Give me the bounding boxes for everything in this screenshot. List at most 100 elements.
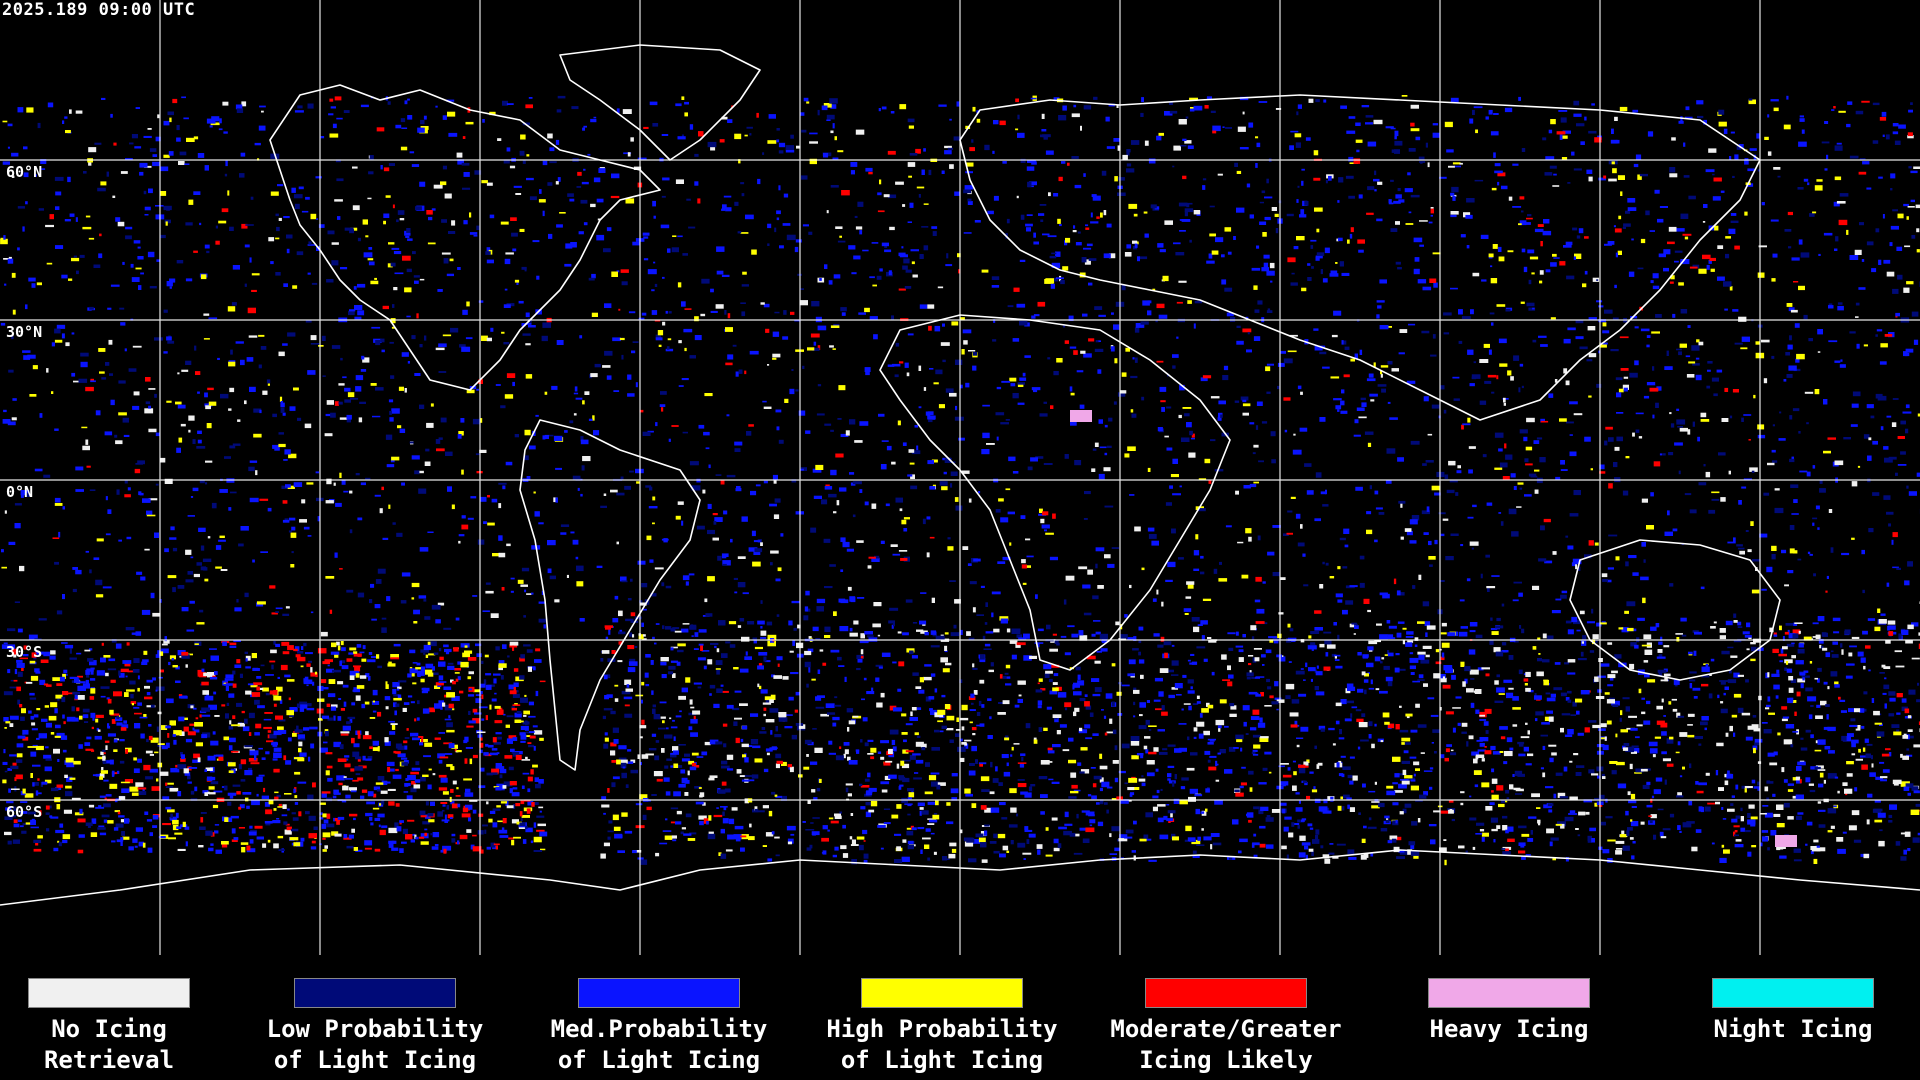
icing-pixel bbox=[1270, 280, 1273, 283]
icing-pixel bbox=[349, 670, 359, 677]
icing-pixel bbox=[183, 768, 189, 774]
icing-pixel bbox=[1138, 659, 1145, 664]
icing-pixel bbox=[1413, 773, 1416, 777]
icing-pixel bbox=[539, 680, 546, 683]
icing-pixel bbox=[859, 421, 869, 426]
icing-pixel bbox=[1141, 396, 1145, 401]
icing-pixel bbox=[1413, 761, 1420, 766]
icing-pixel bbox=[658, 344, 662, 347]
icing-pixel bbox=[118, 672, 125, 678]
icing-pixel bbox=[1212, 130, 1217, 134]
icing-pixel bbox=[1718, 109, 1725, 115]
icing-pixel bbox=[273, 768, 280, 773]
icing-pixel bbox=[1320, 491, 1326, 495]
icing-pixel bbox=[972, 106, 976, 112]
icing-pixel bbox=[11, 175, 15, 178]
icing-pixel bbox=[39, 679, 46, 685]
icing-pixel bbox=[1900, 451, 1906, 455]
icing-pixel bbox=[998, 498, 1004, 502]
icing-pixel bbox=[51, 342, 55, 347]
icing-pixel bbox=[128, 368, 137, 372]
icing-pixel bbox=[1806, 422, 1809, 425]
icing-pixel bbox=[1178, 280, 1187, 283]
icing-pixel bbox=[1503, 397, 1506, 403]
icing-pixel bbox=[1158, 691, 1164, 697]
icing-pixel bbox=[1663, 267, 1669, 272]
icing-pixel bbox=[112, 195, 116, 198]
icing-pixel bbox=[185, 278, 193, 282]
icing-pixel bbox=[258, 125, 266, 131]
icing-pixel bbox=[1257, 722, 1266, 728]
icing-pixel bbox=[497, 138, 502, 141]
icing-pixel bbox=[62, 691, 69, 696]
icing-pixel bbox=[119, 739, 125, 742]
icing-pixel bbox=[336, 820, 340, 825]
icing-pixel bbox=[616, 270, 620, 273]
icing-pixel bbox=[1634, 326, 1639, 329]
icing-pixel bbox=[1497, 246, 1502, 252]
icing-pixel bbox=[983, 648, 992, 650]
icing-pixel bbox=[486, 686, 490, 690]
icing-pixel bbox=[1524, 222, 1531, 225]
icing-pixel bbox=[1640, 328, 1650, 332]
icing-pixel bbox=[69, 657, 77, 660]
icing-pixel bbox=[1469, 630, 1476, 633]
icing-pixel bbox=[413, 784, 421, 789]
icing-pixel bbox=[282, 343, 288, 346]
icing-pixel bbox=[907, 844, 914, 850]
icing-pixel bbox=[1725, 236, 1731, 239]
icing-pixel bbox=[386, 464, 395, 468]
icing-pixel bbox=[588, 277, 595, 281]
icing-pixel bbox=[993, 628, 1000, 633]
icing-pixel bbox=[303, 678, 307, 683]
icing-pixel bbox=[94, 142, 102, 145]
icing-pixel bbox=[280, 402, 285, 408]
icing-pixel bbox=[297, 651, 304, 654]
icing-pixel bbox=[1668, 226, 1677, 232]
icing-pixel bbox=[390, 723, 398, 725]
icing-pixel bbox=[3, 235, 6, 240]
icing-pixel bbox=[401, 757, 408, 760]
icing-pixel bbox=[79, 254, 85, 258]
icing-pixel bbox=[1460, 802, 1464, 806]
icing-pixel bbox=[275, 643, 280, 647]
icing-pixel bbox=[1771, 449, 1776, 453]
icing-pixel bbox=[630, 137, 634, 142]
icing-pixel bbox=[200, 812, 207, 814]
icing-pixel bbox=[462, 652, 470, 658]
icing-pixel bbox=[51, 391, 54, 394]
icing-pixel bbox=[1819, 488, 1826, 493]
icing-pixel bbox=[871, 242, 879, 244]
icing-pixel bbox=[986, 443, 995, 445]
icing-pixel bbox=[1640, 821, 1645, 825]
icing-pixel bbox=[1728, 470, 1731, 475]
icing-pixel bbox=[851, 859, 857, 865]
icing-pixel bbox=[324, 845, 328, 849]
icing-pixel bbox=[486, 846, 491, 850]
icing-pixel bbox=[715, 668, 721, 670]
icing-pixel bbox=[984, 622, 988, 625]
icing-pixel bbox=[231, 751, 239, 753]
icing-pixel bbox=[980, 831, 987, 837]
icing-pixel bbox=[212, 804, 219, 809]
icing-pixel bbox=[652, 636, 655, 640]
icing-pixel bbox=[815, 638, 821, 641]
icing-pixel bbox=[1099, 777, 1104, 783]
icing-pixel bbox=[322, 837, 326, 840]
icing-pixel bbox=[1320, 269, 1323, 275]
icing-pixel bbox=[529, 735, 536, 739]
icing-pixel bbox=[1860, 755, 1869, 758]
icing-pixel bbox=[443, 848, 447, 854]
icing-pixel bbox=[343, 837, 352, 840]
icing-pixel bbox=[1173, 145, 1181, 151]
icing-pixel bbox=[1469, 795, 1472, 798]
icing-pixel bbox=[962, 329, 972, 334]
icing-pixel bbox=[390, 657, 400, 660]
icing-pixel bbox=[773, 480, 777, 484]
icing-pixel bbox=[590, 203, 596, 208]
icing-pixel bbox=[847, 756, 851, 761]
icing-pixel bbox=[1506, 737, 1513, 743]
icing-pixel bbox=[241, 101, 247, 107]
icing-pixel bbox=[826, 210, 829, 214]
icing-pixel bbox=[78, 744, 83, 749]
